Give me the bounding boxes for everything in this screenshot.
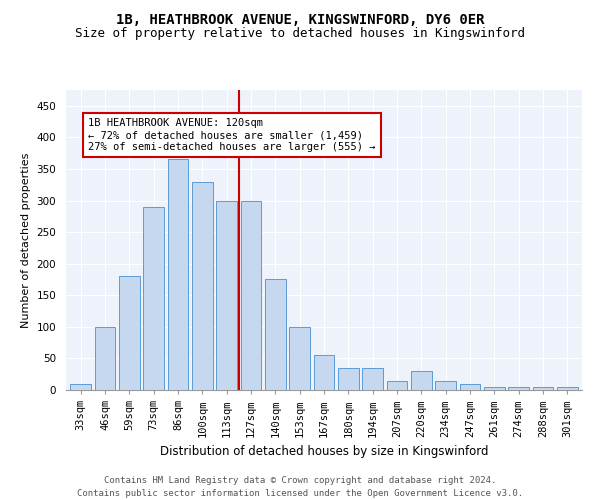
Bar: [508, 387, 529, 390]
Text: 1B HEATHBROOK AVENUE: 120sqm
← 72% of detached houses are smaller (1,459)
27% of: 1B HEATHBROOK AVENUE: 120sqm ← 72% of de…: [88, 118, 376, 152]
X-axis label: Distribution of detached houses by size in Kingswinford: Distribution of detached houses by size …: [160, 445, 488, 458]
Y-axis label: Number of detached properties: Number of detached properties: [21, 152, 31, 328]
Bar: [70, 384, 91, 390]
Bar: [216, 200, 237, 390]
Bar: [362, 368, 383, 390]
Bar: [143, 207, 164, 390]
Bar: [192, 182, 212, 390]
Text: Contains HM Land Registry data © Crown copyright and database right 2024.
Contai: Contains HM Land Registry data © Crown c…: [77, 476, 523, 498]
Bar: [484, 387, 505, 390]
Bar: [411, 371, 432, 390]
Bar: [167, 160, 188, 390]
Bar: [436, 380, 456, 390]
Bar: [314, 356, 334, 390]
Bar: [289, 327, 310, 390]
Text: Size of property relative to detached houses in Kingswinford: Size of property relative to detached ho…: [75, 28, 525, 40]
Bar: [119, 276, 140, 390]
Bar: [338, 368, 359, 390]
Bar: [241, 200, 262, 390]
Bar: [557, 387, 578, 390]
Bar: [460, 384, 481, 390]
Text: 1B, HEATHBROOK AVENUE, KINGSWINFORD, DY6 0ER: 1B, HEATHBROOK AVENUE, KINGSWINFORD, DY6…: [116, 12, 484, 26]
Bar: [95, 327, 115, 390]
Bar: [533, 387, 553, 390]
Bar: [386, 380, 407, 390]
Bar: [265, 280, 286, 390]
